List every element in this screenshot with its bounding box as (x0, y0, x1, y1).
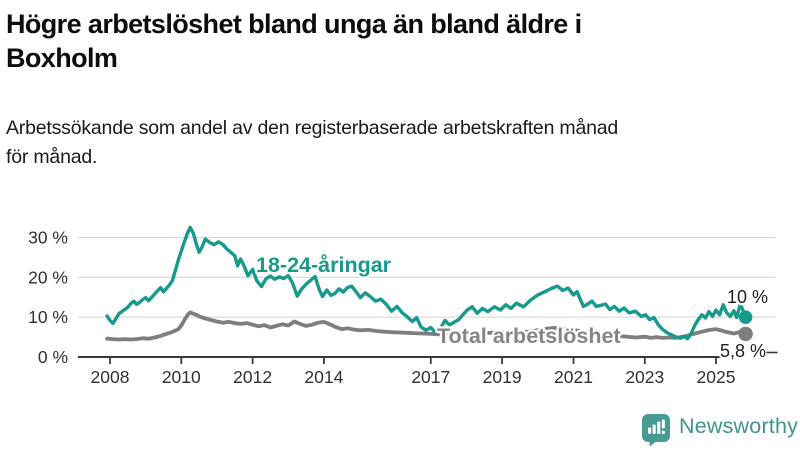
x-tick-label-2025: 2025 (697, 367, 736, 387)
end-value-label-total: 5,8 % (720, 341, 766, 361)
x-tick-label-2017: 2017 (411, 367, 450, 387)
x-tick-label-2014: 2014 (304, 367, 343, 387)
series-line-youth (105, 225, 748, 341)
data-series (105, 225, 753, 342)
newsworthy-logo: Newsworthy (641, 412, 798, 448)
series-label-total: Total arbetslöshet (437, 324, 621, 348)
chart-subtitle: Arbetssökande som andel av den registerb… (6, 114, 790, 172)
y-tick-label-10: 10 % (28, 307, 68, 327)
x-tick-label-2008: 2008 (91, 367, 130, 387)
x-tick-label-2010: 2010 (162, 367, 201, 387)
end-value-label-youth: 10 % (727, 287, 768, 307)
x-tick-label-2023: 2023 (625, 367, 664, 387)
newsworthy-wordmark: Newsworthy (679, 414, 799, 439)
x-tick-label-2012: 2012 (233, 367, 272, 387)
y-tick-label-0: 0 % (38, 347, 68, 367)
page-title-line-1: Högre arbetslöshet bland unga än bland ä… (6, 9, 582, 39)
chart-subtitle-line-1: Arbetssökande som andel av den registerb… (6, 117, 619, 139)
series-line-total (105, 310, 748, 342)
page-title-line-2: Boxholm (6, 43, 118, 73)
x-tick-label-2021: 2021 (554, 367, 593, 387)
series-end-dot-youth (738, 310, 753, 325)
y-tick-label-20: 20 % (28, 267, 68, 287)
newsworthy-bubble-chart-icon (642, 414, 670, 447)
chart-subtitle-line-2: för månad. (6, 146, 98, 168)
series-label-youth: 18-24-åringar (256, 253, 392, 277)
axis-tick-labels: 2008 2010 2012 2014 2017 2019 2021 2023 2025 0 % 1… (28, 228, 735, 388)
page-title: Högre arbetslöshet bland unga än bland ä… (6, 7, 790, 75)
y-tick-label-30: 30 % (28, 228, 68, 248)
x-tick-label-2019: 2019 (483, 367, 522, 387)
series-end-dot-total (738, 326, 753, 342)
